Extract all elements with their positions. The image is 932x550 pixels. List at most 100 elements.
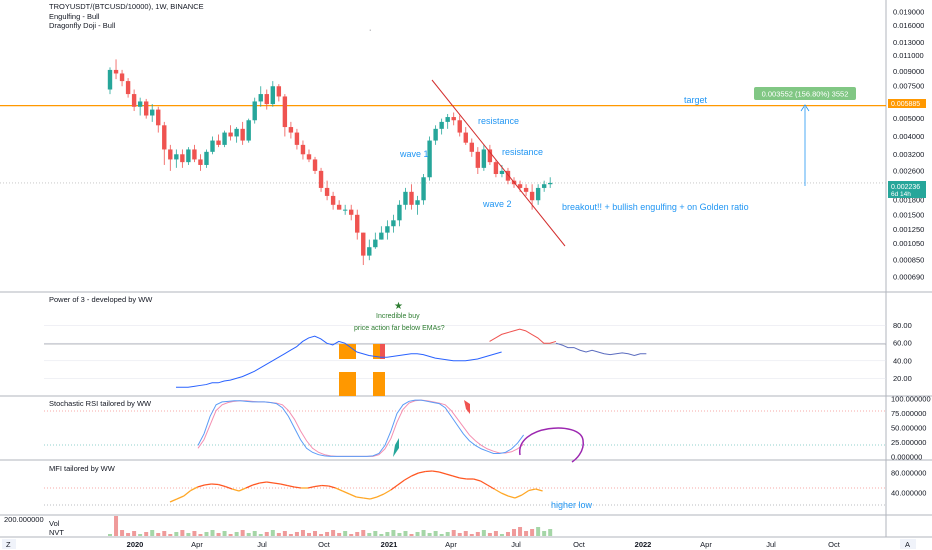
volume-bar: [367, 533, 372, 536]
volume-bar: [493, 531, 498, 536]
resistance-label-1: resistance: [478, 116, 519, 126]
mfi-segment: [535, 488, 543, 492]
candle-body: [421, 177, 426, 201]
candle-body: [415, 200, 420, 205]
volume-bar: [463, 531, 468, 536]
target-box-text: 0.003552 (156.80%) 3552: [762, 90, 849, 99]
breakout-label: breakout!! + bullish engulfing + on Gold…: [562, 202, 749, 212]
volume-bar: [499, 534, 504, 536]
volume-bar: [475, 532, 480, 536]
mfi-segment: [169, 498, 178, 503]
candle-body: [288, 127, 294, 133]
incredible-buy-label: Incredible buy: [376, 313, 420, 320]
price-tick-label: 0.001500: [893, 210, 924, 219]
power-ema-line-blue: [176, 335, 502, 388]
volume-bar: [306, 533, 311, 536]
mfi-segment: [294, 486, 302, 489]
volume-bar: [120, 530, 125, 536]
panel-separators: [0, 0, 932, 538]
volume-bar: [132, 531, 137, 536]
power-panel-title: Power of 3 - developed by WW: [49, 295, 153, 304]
candle-body: [523, 187, 529, 192]
indicator-engulfing-label: Engulfing - Bull: [49, 12, 100, 21]
mfi-segment: [480, 480, 488, 486]
resistance-label-2: resistance: [502, 147, 543, 157]
mfi-segment: [493, 488, 502, 494]
volume-bar: [228, 534, 233, 536]
candle-body: [312, 159, 318, 171]
volume-bar: [282, 531, 287, 536]
power-orange-bar-upper: [339, 344, 356, 359]
nvt-panel-title: NVT: [49, 528, 64, 537]
candle-body: [529, 191, 535, 201]
volume-bar: [403, 531, 408, 536]
volume-bar: [451, 530, 456, 536]
stoch-axis: 100.000000 75.000000 50.000000 25.000000 0.0…: [891, 395, 931, 462]
power-tick-label: 80.00: [893, 321, 912, 330]
candle-body: [186, 149, 191, 163]
volume-bar: [270, 530, 275, 536]
volume-bar: [319, 534, 324, 536]
candle-body: [282, 96, 288, 128]
volume-bar: [186, 533, 191, 536]
price-tick-label: 0.009000: [893, 67, 924, 76]
volume-bar: [355, 532, 360, 536]
time-tick-label: Oct: [828, 540, 841, 549]
stoch-tick-label: 25.000000: [891, 438, 926, 447]
candle-body: [137, 101, 143, 107]
candle-body: [270, 86, 276, 105]
mfi-segment: [390, 484, 399, 491]
mfi-segment: [383, 489, 392, 495]
volume-bar: [505, 532, 510, 536]
volume-bar: [294, 532, 299, 536]
mfi-segment: [335, 487, 343, 492]
price-tick-label: 0.013000: [893, 38, 924, 47]
volume-bar: [524, 531, 529, 536]
mfi-segment: [397, 479, 405, 486]
volume-bar: [331, 530, 336, 536]
volume-bar: [530, 529, 535, 536]
volume-bar: [222, 531, 227, 536]
mfi-segment: [500, 492, 509, 497]
candle-body: [252, 101, 257, 121]
volume-bar: [536, 527, 541, 536]
mfi-segment: [328, 485, 336, 489]
volume-bar: [343, 531, 348, 536]
candle-body: [535, 187, 541, 201]
target-box: [754, 87, 856, 100]
mfi-line: [169, 470, 543, 503]
vol-axis-label: 200.000000: [4, 515, 44, 524]
mfi-segment: [231, 488, 240, 492]
mfi-segment: [487, 484, 495, 490]
time-tick-label: 2022: [635, 540, 652, 549]
volume-bar: [518, 527, 523, 536]
auto-scale-button-label: A: [905, 540, 910, 549]
volume-bar: [512, 529, 517, 536]
candle-body: [222, 132, 227, 145]
candle-body: [264, 94, 269, 105]
power-red-bar: [380, 344, 385, 359]
power-tick-label: 40.00: [893, 356, 912, 365]
time-tick-label: Jul: [257, 540, 267, 549]
candle-body: [355, 214, 360, 233]
candle-body: [300, 144, 306, 155]
power-orange-bars: [339, 344, 385, 396]
auto-scale-button[interactable]: [900, 539, 916, 549]
power-orange-bar-lower: [339, 372, 356, 396]
volume-bar: [114, 516, 119, 536]
price-tick-label: 0.019000: [893, 7, 924, 16]
volume-bar: [264, 532, 269, 536]
candle-body: [306, 154, 312, 160]
candle-body: [361, 232, 366, 256]
zoom-left-button[interactable]: [2, 539, 16, 549]
volume-bar: [373, 531, 378, 536]
mfi-segment: [459, 477, 467, 480]
candle-body: [493, 162, 499, 175]
stoch-tick-label: 75.000000: [891, 409, 926, 418]
mfi-segment: [211, 483, 219, 486]
price-tick-label: 0.001050: [893, 239, 924, 248]
candle-body: [391, 220, 396, 227]
volume-bar: [487, 533, 492, 536]
candle-body: [349, 209, 354, 215]
